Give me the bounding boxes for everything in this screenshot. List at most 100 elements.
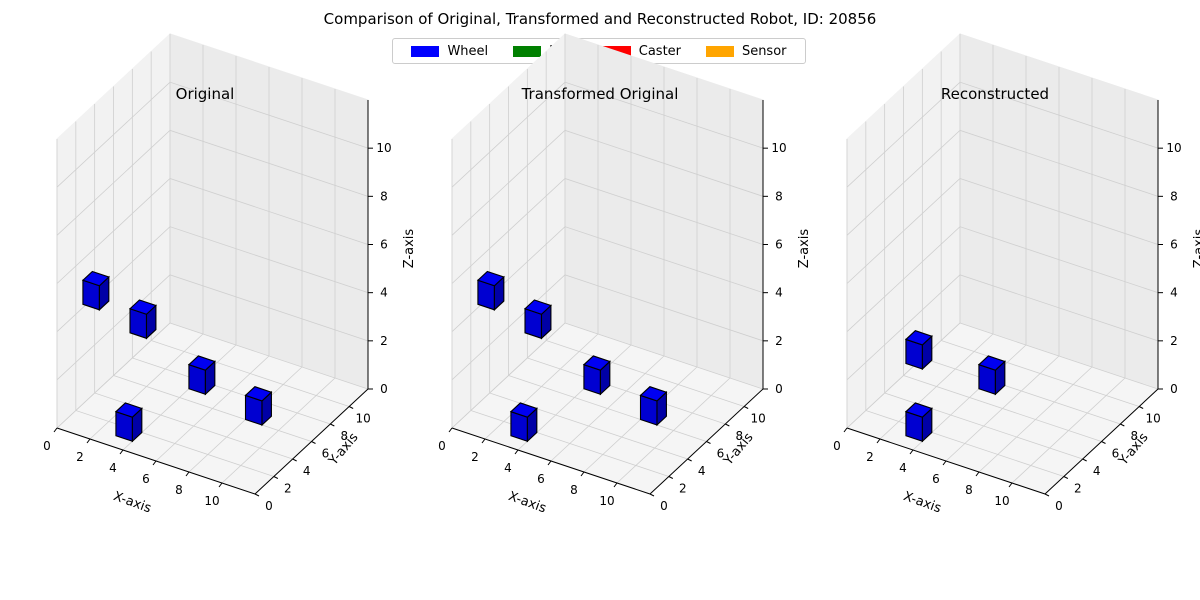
y-tick	[1120, 423, 1125, 427]
voxel-wheel	[582, 355, 611, 396]
x-tick-label: 0	[833, 439, 841, 453]
z-tick-label: 8	[1170, 189, 1178, 203]
grid-y	[526, 69, 726, 425]
x-tick	[53, 427, 58, 433]
grid-z	[451, 178, 764, 284]
x-tick	[909, 449, 914, 455]
y-tick-label: 10	[356, 412, 371, 426]
x-tick	[975, 471, 980, 477]
z-axis-label: Z-axis	[402, 229, 417, 269]
x-axis-line	[451, 427, 651, 495]
grid-y	[846, 139, 1046, 495]
x-tick	[613, 482, 618, 488]
grid-y	[545, 51, 745, 407]
x-tick-label: 10	[994, 494, 1009, 508]
grid-z	[56, 178, 369, 284]
y-tick-label: 0	[265, 499, 273, 513]
x-tick	[580, 471, 585, 477]
z-tick-label: 6	[775, 238, 783, 252]
voxel-wheel	[187, 355, 216, 396]
legend-label-caster: Caster	[638, 43, 682, 59]
x-tick-label: 6	[142, 472, 150, 486]
y-tick-label: 10	[1146, 412, 1161, 426]
voxel-wheel	[639, 386, 668, 427]
y-tick	[292, 458, 297, 462]
y-tick-label: 6	[717, 447, 725, 461]
x-axis-label: X-axis	[901, 489, 943, 517]
x-tick	[448, 427, 453, 433]
y-tick	[330, 423, 335, 427]
pane-back	[959, 33, 1159, 390]
x-tick-label: 4	[504, 461, 512, 475]
x-tick-label: 6	[932, 472, 940, 486]
voxel-wheel	[244, 386, 273, 427]
grid-y	[921, 69, 1121, 425]
x-tick-label: 2	[76, 450, 84, 464]
z-tick-label: 8	[380, 189, 388, 203]
y-tick-label: 6	[322, 447, 330, 461]
grid-y	[470, 121, 669, 477]
y-tick-label: 8	[341, 429, 349, 443]
grid-y	[508, 86, 707, 442]
legend-swatch-joint	[513, 45, 542, 57]
z-tick-label: 0	[1170, 382, 1178, 396]
grid-x	[879, 45, 994, 440]
x-tick	[547, 460, 552, 466]
panel-title: Reconstructed	[941, 85, 1049, 103]
z-tick-label: 10	[376, 141, 391, 155]
x-axis-label: X-axis	[506, 489, 548, 517]
z-tick-label: 10	[771, 141, 786, 155]
voxel-wheel	[977, 355, 1006, 396]
z-tick-label: 4	[1170, 286, 1178, 300]
z-tick-label: 10	[1166, 141, 1181, 155]
grid-x	[56, 34, 171, 429]
x-tick	[514, 449, 519, 455]
voxel-wheel	[509, 402, 538, 443]
pane-left	[846, 32, 961, 430]
z-tick-label: 0	[380, 382, 388, 396]
grid-x	[1011, 89, 1126, 484]
legend-item-wheel: Wheel	[411, 44, 488, 59]
grid-z	[451, 81, 764, 188]
y-tick-label: 0	[660, 499, 668, 513]
grid-x	[517, 56, 632, 451]
voxel-wheel	[904, 402, 933, 443]
y-tick	[1101, 441, 1106, 444]
grid-z	[56, 81, 369, 188]
legend-swatch-wheel	[411, 45, 440, 57]
grid-x	[616, 89, 731, 484]
grid-x	[945, 67, 1060, 462]
x-tick-label: 4	[899, 461, 907, 475]
x-tick-label: 2	[471, 450, 479, 464]
x-tick	[152, 460, 157, 466]
y-axis-line	[1044, 388, 1159, 495]
figure-title: Comparison of Original, Transformed and …	[323, 10, 877, 28]
pane-left	[451, 32, 566, 430]
x-tick	[86, 438, 91, 444]
grid-x	[978, 78, 1093, 473]
z-tick-label: 4	[380, 286, 388, 300]
x-axis-label: X-axis	[111, 489, 153, 517]
z-tick-label: 2	[1170, 334, 1178, 348]
grid-y	[75, 121, 274, 477]
grid-z	[846, 178, 1159, 284]
y-tick	[1044, 493, 1050, 497]
z-tick-label: 0	[775, 382, 783, 396]
z-axis-label: Z-axis	[1192, 229, 1200, 269]
y-tick-label: 0	[1055, 499, 1063, 513]
y-tick	[687, 458, 692, 462]
y-tick	[273, 476, 279, 479]
y-tick-label: 4	[303, 464, 311, 478]
pane-back	[564, 33, 764, 390]
grid-z	[846, 81, 1159, 188]
grid-x	[155, 67, 270, 462]
grid-z	[846, 322, 1159, 429]
x-tick-label: 0	[43, 439, 51, 453]
x-tick	[481, 438, 486, 444]
voxel-wheel	[114, 402, 143, 443]
z-tick-label: 6	[1170, 238, 1178, 252]
grid-x	[188, 78, 303, 473]
